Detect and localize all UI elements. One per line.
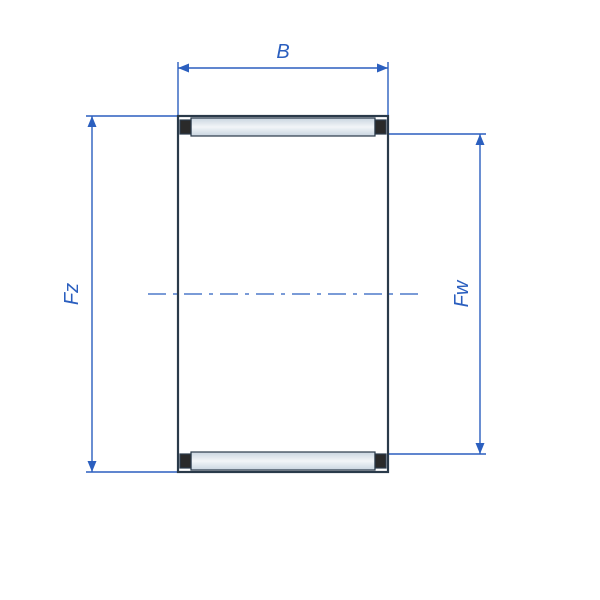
roller-bottom-body	[191, 452, 375, 470]
roller-top-cap-left	[180, 120, 191, 134]
label-b: B	[276, 41, 289, 63]
roller-bottom-cap-right	[375, 454, 386, 468]
roller-bottom-cap-left	[180, 454, 191, 468]
label-fz: Fz	[61, 283, 83, 305]
label-fw: Fw	[451, 279, 473, 307]
roller-top-cap-right	[375, 120, 386, 134]
roller-top-body	[191, 118, 375, 136]
